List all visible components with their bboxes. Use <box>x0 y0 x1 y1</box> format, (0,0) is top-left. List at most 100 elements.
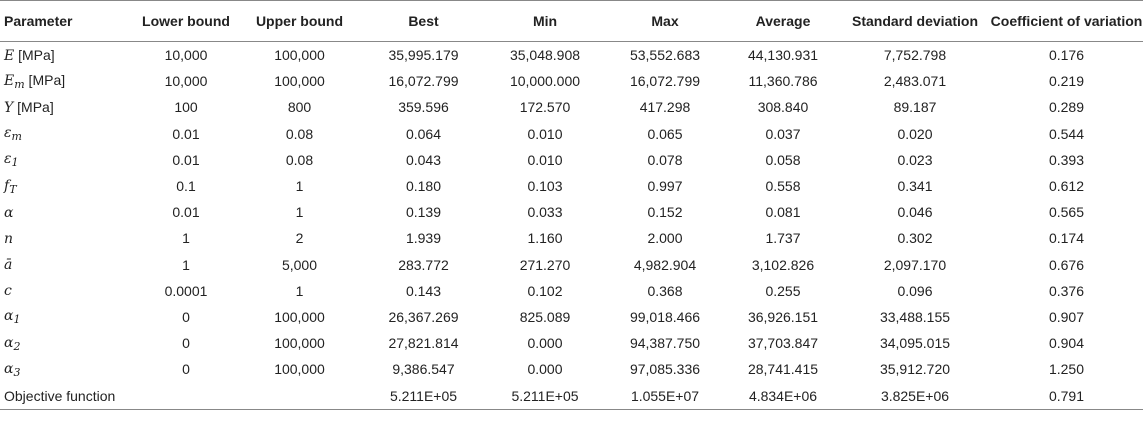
value-cell: 0.023 <box>897 151 933 168</box>
table-row: n 1 2 1.939 1.160 2.000 1.737 0.302 0.174 <box>0 225 1143 251</box>
value-cell: 0.000 <box>527 361 563 378</box>
value-cell: 0.065 <box>647 125 683 142</box>
value-cell: 35,048.908 <box>509 47 581 64</box>
column-header: Upper bound <box>238 0 361 42</box>
parameter-symbol: n <box>4 230 14 247</box>
table-header: Parameter Lower bound Upper bound Best Min Ma… <box>0 0 1143 42</box>
value-cell: 0.565 <box>1048 204 1085 221</box>
value-cell: 417.298 <box>639 99 691 116</box>
header-row: Parameter Lower bound Upper bound Best Min Ma… <box>0 0 1143 42</box>
value-cell: 0.01 <box>172 204 200 221</box>
value-cell: 0.000 <box>527 335 563 352</box>
value-cell: 0.078 <box>647 151 683 168</box>
value-cell: 0 <box>182 335 190 352</box>
value-cell: 0.558 <box>765 178 801 195</box>
table-row: α 0.01 1 0.139 0.033 0.152 0.081 0.046 0.565 <box>0 199 1143 225</box>
value-cell: 0.103 <box>527 178 563 195</box>
value-cell: 1 <box>295 282 304 299</box>
value-cell: 33,488.155 <box>879 308 951 325</box>
value-cell: 0.676 <box>1048 256 1085 273</box>
parameter-cell: Objective function <box>0 382 134 410</box>
table-row: α2 0 100,000 27,821.814 0.000 94,387.750 37,70… <box>0 330 1143 356</box>
value-cell: 0.174 <box>1048 230 1085 247</box>
parameter-cell: α2 <box>0 330 134 356</box>
value-cell <box>134 382 238 410</box>
value-cell: 44,130.931 <box>747 47 819 64</box>
parameter-symbol: c <box>4 283 12 300</box>
value-cell: 100,000 <box>274 308 325 325</box>
value-cell: 0.289 <box>1048 99 1085 116</box>
value-cell: 0.791 <box>990 382 1143 410</box>
parameter-symbol: Y <box>4 99 14 116</box>
table-row: α1 0 100,000 26,367.269 825.089 99,018.466 36,… <box>0 304 1143 330</box>
parameter-subscript: 1 <box>11 156 19 170</box>
table-row: ε1 0.01 0.08 0.043 0.010 0.078 0.058 0.023 0.393 <box>0 147 1143 173</box>
parameter-cell: fT <box>0 173 134 199</box>
value-cell: 3,102.826 <box>751 256 815 273</box>
value-cell: 2,097.170 <box>883 256 947 273</box>
value-cell: 0.08 <box>285 151 314 168</box>
value-cell: 0.152 <box>647 204 683 221</box>
column-header: Standard deviation <box>840 0 990 42</box>
value-cell: 1.055E+07 <box>604 382 726 410</box>
value-cell <box>238 382 361 410</box>
parameter-subscript: T <box>9 182 17 196</box>
value-cell: 0.08 <box>285 125 314 142</box>
parameter-unit: [MPa] <box>14 46 55 63</box>
column-header: Average <box>726 0 840 42</box>
parameter-symbol: α <box>4 308 14 325</box>
parameter-symbol: α <box>4 360 14 377</box>
table-row: Objective function 5.211E+05 5.211E+05 1.05… <box>0 382 1143 410</box>
parameter-symbol: ε <box>4 125 12 142</box>
value-cell: 35,995.179 <box>388 47 459 64</box>
parameter-symbol: E <box>4 72 15 89</box>
value-cell: 94,387.750 <box>629 335 701 352</box>
column-header: Max <box>604 0 726 42</box>
parameter-cell: Em [MPa] <box>0 68 134 94</box>
parameter-cell: α <box>0 199 134 225</box>
parameter-cell: α3 <box>0 356 134 382</box>
value-cell: 0.376 <box>1048 282 1085 299</box>
value-cell: 1 <box>182 256 190 273</box>
value-cell: 0.302 <box>897 230 933 247</box>
value-cell: 0.544 <box>1048 125 1085 142</box>
value-cell: 1 <box>182 230 190 247</box>
value-cell: 7,752.798 <box>883 47 947 64</box>
value-cell: 0.612 <box>1048 178 1085 195</box>
table-row: ā 1 5,000 283.772 271.270 4,982.904 3,102.826 2… <box>0 252 1143 278</box>
value-cell: 0.143 <box>405 282 442 299</box>
value-cell: 0.096 <box>897 282 933 299</box>
parameter-symbol: α <box>4 204 14 221</box>
value-cell: 0.010 <box>527 151 563 168</box>
parameter-subscript: m <box>14 77 25 91</box>
parameter-symbol: ε <box>4 151 12 168</box>
value-cell: 1.737 <box>765 230 801 247</box>
parameter-subscript: 2 <box>13 339 21 353</box>
value-cell: 37,703.847 <box>747 335 819 352</box>
value-cell: 4.834E+06 <box>726 382 840 410</box>
value-cell: 172.570 <box>519 99 571 116</box>
column-header: Min <box>486 0 604 42</box>
table-row: c 0.0001 1 0.143 0.102 0.368 0.255 0.096 0.376 <box>0 278 1143 304</box>
parameter-cell: εm <box>0 121 134 147</box>
value-cell: 10,000.000 <box>509 73 581 90</box>
parameter-unit: [MPa] <box>13 98 54 115</box>
value-cell: 825.089 <box>519 308 571 325</box>
value-cell: 2,483.071 <box>883 73 947 90</box>
value-cell: 0.01 <box>172 151 200 168</box>
value-cell: 1.160 <box>527 230 563 247</box>
table-row: Y [MPa] 100 800 359.596 172.570 417.298 308.84… <box>0 94 1143 120</box>
value-cell: 0.904 <box>1048 335 1085 352</box>
value-cell: 0.043 <box>405 151 442 168</box>
value-cell: 36,926.151 <box>747 308 819 325</box>
value-cell: 100,000 <box>274 47 325 64</box>
parameter-symbol: E <box>4 47 15 64</box>
value-cell: 800 <box>287 99 312 116</box>
value-cell: 97,085.336 <box>629 361 701 378</box>
value-cell: 1 <box>295 204 304 221</box>
value-cell: 0.997 <box>647 178 683 195</box>
value-cell: 0.0001 <box>164 282 208 299</box>
parameter-cell: ε1 <box>0 147 134 173</box>
value-cell: 99,018.466 <box>629 308 701 325</box>
results-table: Parameter Lower bound Upper bound Best Min Ma… <box>0 0 1143 410</box>
